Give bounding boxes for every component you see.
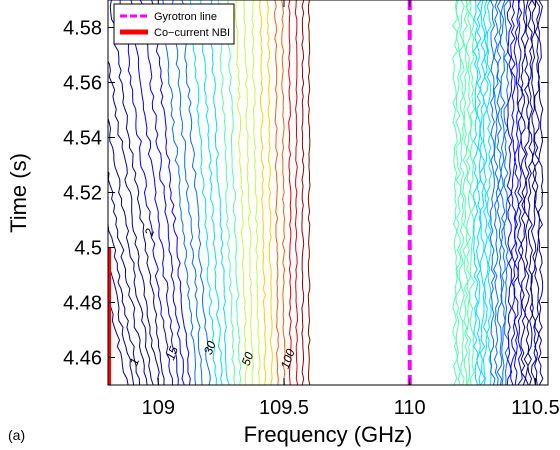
contour-label: 50 xyxy=(239,350,257,368)
contour-line-left xyxy=(288,0,292,385)
y-tick-label: 4.58 xyxy=(63,18,102,40)
contour-line-right xyxy=(486,0,493,385)
y-tick-label: 4.5 xyxy=(74,238,102,260)
y-axis-label: Time (s) xyxy=(6,153,31,233)
y-tick-label: 4.48 xyxy=(63,293,102,315)
contour-lines xyxy=(108,0,544,385)
y-tick-label: 4.54 xyxy=(63,128,102,150)
y-axis: 4.46 4.48 4.5 4.52 4.54 4.56 4.58 xyxy=(63,18,548,370)
contour-line-right xyxy=(482,0,489,385)
contour-line-right xyxy=(517,0,524,385)
contour-line-left xyxy=(217,0,236,385)
x-axis: 109 109.5 110 110.5 xyxy=(142,0,560,419)
panel-label: (a) xyxy=(8,427,25,443)
contour-line-left xyxy=(259,0,267,385)
contour-line-right xyxy=(513,0,520,385)
contour-line-left xyxy=(273,0,280,385)
contour-line-left xyxy=(189,0,217,385)
legend: Gyrotron line Co−current NBI xyxy=(113,3,235,45)
contour-label: 1 xyxy=(127,356,142,367)
contour-line-right xyxy=(506,0,513,385)
contour-line-left xyxy=(266,0,273,385)
contour-line-left xyxy=(281,0,286,385)
contour-label: 30 xyxy=(201,339,219,357)
contour-line-left xyxy=(119,0,173,385)
contour-line-right xyxy=(534,0,541,385)
contour-line-left xyxy=(181,0,211,385)
contour-line-right xyxy=(479,0,486,385)
contour-line-right xyxy=(469,0,476,385)
contour-line-right xyxy=(527,0,534,385)
x-axis-label: Frequency (GHz) xyxy=(244,422,413,447)
contour-line-left xyxy=(109,0,165,385)
x-tick-label: 110 xyxy=(394,397,426,419)
contour-line-right xyxy=(465,0,472,385)
contour-line-right xyxy=(451,0,458,385)
x-tick-label: 110.5 xyxy=(511,397,560,419)
contour-line-left xyxy=(226,0,242,385)
contour-line-left xyxy=(243,0,255,385)
contour-line-left xyxy=(108,60,160,385)
contour-line-right xyxy=(523,0,530,385)
contour-line-left xyxy=(151,0,191,385)
contour-line-left xyxy=(171,0,203,385)
y-tick-label: 4.52 xyxy=(63,183,102,205)
contour-line-right xyxy=(520,0,527,385)
contour-line-left xyxy=(162,0,197,385)
contour-line-left xyxy=(130,0,179,385)
y-tick-label: 4.56 xyxy=(63,73,102,95)
contour-line-left xyxy=(108,302,129,385)
contour-line-left xyxy=(199,0,223,385)
x-tick-label: 109.5 xyxy=(259,397,309,419)
contour-line-right xyxy=(458,0,465,385)
contour-line-right xyxy=(503,0,510,385)
contour-line-left xyxy=(251,0,261,385)
contour-line-right xyxy=(510,0,517,385)
contour-line-right xyxy=(489,0,496,385)
contour-line-right xyxy=(475,0,482,385)
legend-label: Co−current NBI xyxy=(154,27,230,39)
contour-line-left xyxy=(108,261,135,385)
legend-box xyxy=(113,3,235,45)
y-tick-label: 4.46 xyxy=(63,348,102,370)
series-lines xyxy=(108,0,412,385)
contour-line-left xyxy=(108,211,141,385)
contour-line-right xyxy=(472,0,479,385)
contour-line-left xyxy=(234,0,248,385)
contour-line-right xyxy=(493,0,499,385)
x-tick-label: 109 xyxy=(142,397,175,419)
contour-line-left xyxy=(307,0,311,385)
contour-line-left xyxy=(139,0,185,385)
legend-label: Gyrotron line xyxy=(154,11,217,23)
contour-label: 100 xyxy=(278,347,298,371)
contour-line-left xyxy=(294,0,299,385)
contour-line-left xyxy=(301,0,305,385)
contour-line-right xyxy=(462,0,469,385)
contour-label: 15 xyxy=(163,344,181,362)
contour-line-left xyxy=(108,116,154,385)
contour-line-left xyxy=(209,0,230,385)
